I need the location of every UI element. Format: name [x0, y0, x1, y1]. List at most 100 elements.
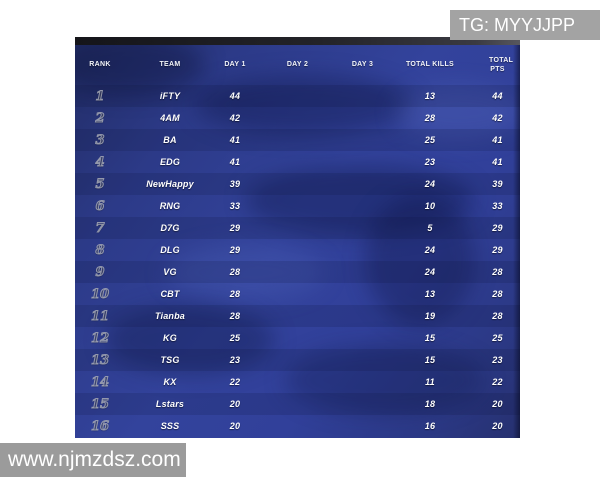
rank-cell: 14	[90, 374, 110, 390]
pts-cell: 39	[492, 179, 503, 189]
col-header-day2: DAY 2	[286, 61, 309, 69]
kills-cell: 13	[424, 91, 436, 101]
team-cell: NewHappy	[146, 179, 194, 189]
day1-cell: 39	[229, 179, 241, 189]
col-header-total-pts: TOTAL PTS	[489, 56, 514, 73]
pts-cell: 23	[492, 355, 503, 365]
day1-cell: 44	[229, 91, 241, 101]
day1-cell: 20	[229, 421, 241, 431]
table-row: 12 KG 25 15 25	[75, 327, 520, 349]
col-header-rank: RANK	[89, 61, 111, 69]
day1-cell: 20	[229, 399, 241, 409]
day1-cell: 33	[229, 201, 241, 211]
pts-cell: 22	[492, 377, 503, 387]
pts-cell: 28	[492, 289, 503, 299]
day1-cell: 41	[229, 157, 241, 167]
rank-cell: 16	[90, 418, 110, 434]
team-cell: SSS	[160, 421, 180, 431]
pts-cell: 33	[492, 201, 503, 211]
table-row: 15 Lstars 20 18 20	[75, 393, 520, 415]
pts-cell: 29	[492, 223, 503, 233]
table-row: 3 BA 41 25 41	[75, 129, 520, 151]
table-row: 2 4AM 42 28 42	[75, 107, 520, 129]
kills-cell: 16	[424, 421, 436, 431]
pts-cell: 29	[492, 245, 503, 255]
table-header-row: RANK TEAM DAY 1 DAY 2 DAY 3 TOTAL KILLS …	[75, 45, 520, 85]
col-header-day3: DAY 3	[351, 61, 374, 69]
day1-cell: 28	[229, 267, 241, 277]
day1-cell: 25	[229, 333, 241, 343]
rank-cell: 2	[95, 110, 105, 126]
rank-cell: 15	[90, 396, 110, 412]
kills-cell: 13	[424, 289, 436, 299]
rank-cell: 4	[95, 154, 105, 170]
day1-cell: 22	[229, 377, 241, 387]
team-cell: D7G	[160, 223, 180, 233]
table-row: 6 RNG 33 10 33	[75, 195, 520, 217]
panel-top-strip	[75, 37, 520, 45]
table-row: 11 Tianba 28 19 28	[75, 305, 520, 327]
table-row: 7 D7G 29 5 29	[75, 217, 520, 239]
col-header-team: TEAM	[159, 61, 181, 69]
kills-cell: 18	[424, 399, 436, 409]
pts-cell: 41	[492, 157, 503, 167]
kills-cell: 24	[424, 267, 436, 277]
day1-cell: 29	[229, 223, 241, 233]
day1-cell: 23	[229, 355, 241, 365]
rank-cell: 8	[95, 242, 105, 258]
team-cell: DLG	[160, 245, 180, 255]
kills-cell: 5	[427, 223, 433, 233]
table-row: 16 SSS 20 16 20	[75, 415, 520, 437]
rank-cell: 5	[95, 176, 105, 192]
table-body: 1 iFTY 44 13 44 2 4AM 42 28 42 3 BA 41 2…	[75, 85, 520, 437]
team-cell: EDG	[159, 157, 181, 167]
watermark-website: www.njmzdsz.com	[0, 443, 186, 477]
kills-cell: 23	[424, 157, 436, 167]
team-cell: Tianba	[154, 311, 186, 321]
kills-cell: 15	[424, 333, 436, 343]
kills-cell: 19	[424, 311, 436, 321]
day1-cell: 42	[229, 113, 241, 123]
pts-cell: 42	[492, 113, 503, 123]
table-row: 1 iFTY 44 13 44	[75, 85, 520, 107]
kills-cell: 24	[424, 245, 436, 255]
day1-cell: 29	[229, 245, 241, 255]
table-row: 14 KX 22 11 22	[75, 371, 520, 393]
team-cell: iFTY	[159, 91, 181, 101]
pts-cell: 41	[492, 135, 503, 145]
team-cell: BA	[163, 135, 177, 145]
kills-cell: 10	[424, 201, 436, 211]
team-cell: RNG	[159, 201, 181, 211]
table-row: 8 DLG 29 24 29	[75, 239, 520, 261]
day1-cell: 41	[229, 135, 241, 145]
team-cell: KG	[163, 333, 177, 343]
team-cell: KX	[163, 377, 177, 387]
rank-cell: 13	[90, 352, 110, 368]
col-header-total-kills: TOTAL KILLS	[405, 61, 455, 69]
table-grid: RANK TEAM DAY 1 DAY 2 DAY 3 TOTAL KILLS …	[75, 45, 520, 437]
rank-cell: 11	[90, 308, 110, 324]
team-cell: CBT	[160, 289, 180, 299]
rank-cell: 1	[95, 88, 105, 104]
pts-cell: 44	[492, 91, 503, 101]
rank-cell: 10	[90, 286, 110, 302]
kills-cell: 25	[424, 135, 436, 145]
table-row: 10 CBT 28 13 28	[75, 283, 520, 305]
leaderboard-table: RANK TEAM DAY 1 DAY 2 DAY 3 TOTAL KILLS …	[75, 45, 520, 438]
team-cell: 4AM	[160, 113, 180, 123]
rank-cell: 12	[90, 330, 110, 346]
rank-cell: 6	[95, 198, 105, 214]
table-row: 13 TSG 23 15 23	[75, 349, 520, 371]
team-cell: VG	[163, 267, 177, 277]
col-header-day1: DAY 1	[224, 61, 246, 69]
day1-cell: 28	[229, 311, 241, 321]
rank-cell: 3	[95, 132, 105, 148]
team-cell: Lstars	[155, 399, 185, 409]
pts-cell: 25	[492, 333, 503, 343]
pts-cell: 28	[492, 311, 503, 321]
rank-cell: 7	[95, 220, 105, 236]
pts-cell: 28	[492, 267, 503, 277]
kills-cell: 28	[424, 113, 436, 123]
kills-cell: 24	[424, 179, 436, 189]
